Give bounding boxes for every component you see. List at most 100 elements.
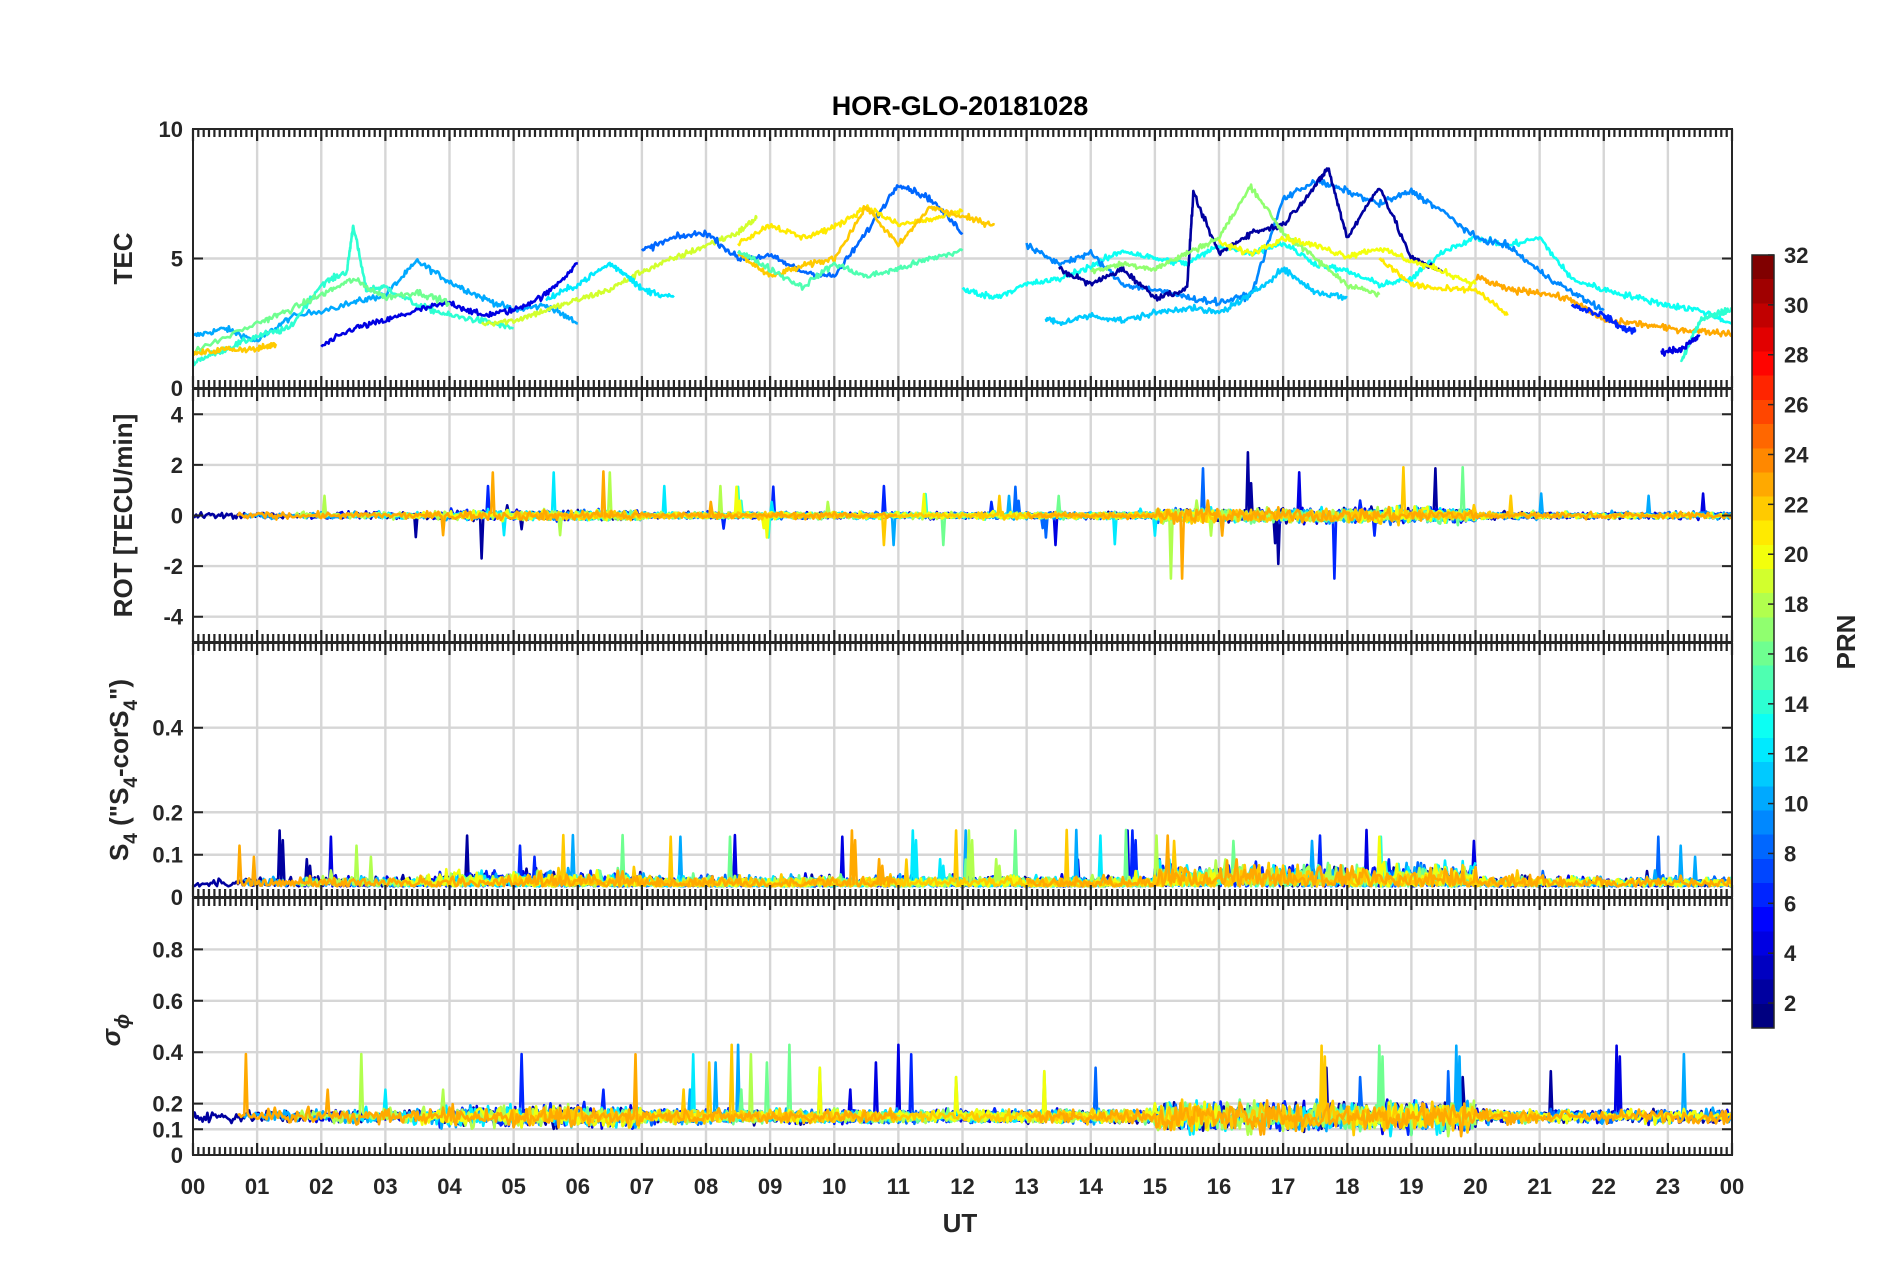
sigma-y-axis-title: σϕ — [96, 1014, 134, 1046]
tec-series-prn-4 — [320, 262, 579, 348]
y-tick-label: 0.2 — [152, 1092, 183, 1117]
x-tick-label: 03 — [373, 1174, 397, 1199]
panel-s4: 00.10.20.4S4 ("S4-corS4") — [104, 642, 1734, 910]
y-tick-label: 0.8 — [152, 937, 183, 962]
x-tick-label: 04 — [437, 1174, 462, 1199]
colorbar-label: PRN — [1831, 615, 1861, 670]
tec-series-prn-11 — [1044, 266, 1348, 327]
sigma-series-prn-20 — [1346, 1101, 1732, 1130]
x-minor-ticks — [191, 898, 1734, 1155]
panel-rot: -4 -2 0 2 4 ROT [TECU/min] — [108, 388, 1734, 643]
tec-series-prn-6 — [1570, 303, 1637, 335]
colorbar-tick-label: 24 — [1784, 442, 1809, 467]
x-tick-label: 15 — [1143, 1174, 1167, 1199]
colorbar-tick-label: 14 — [1784, 692, 1809, 717]
tec-series-prn-20 — [1217, 233, 1477, 288]
x-tick-label: 00 — [181, 1174, 205, 1199]
y-tick-label: 10 — [159, 117, 183, 142]
colorbar-tick-label: 8 — [1784, 841, 1796, 866]
s4-series-prn-23 — [236, 829, 898, 888]
tec-series-prn-22 — [737, 205, 996, 278]
colorbar-scale — [1751, 254, 1775, 1029]
y-ticks — [193, 413, 1732, 618]
panel-tec: 0 5 10 TEC — [108, 117, 1734, 401]
tec-y-axis-title: TEC — [108, 232, 138, 284]
y-ticks — [193, 948, 1732, 1156]
colorbar-tick-label: 16 — [1784, 642, 1808, 667]
tec-series-prn-15 — [736, 248, 964, 291]
s4-y-axis-title: S4 ("S4-corS4") — [104, 679, 142, 861]
tec-series-prn-21 — [737, 204, 964, 247]
x-tick-label: 14 — [1079, 1174, 1104, 1199]
x-tick-label: 19 — [1399, 1174, 1423, 1199]
tec-series-prn-2 — [1058, 167, 1445, 302]
y-tick-label: 0 — [171, 504, 183, 529]
y-tick-label: 4 — [171, 402, 184, 427]
y-axis-title-part: ("S — [104, 788, 134, 834]
x-tick-label: 08 — [694, 1174, 718, 1199]
colorbar-tick-label: 30 — [1784, 293, 1808, 318]
colorbar-tick-label: 4 — [1784, 941, 1797, 966]
x-minor-ticks — [191, 129, 1734, 388]
rot-series-prn-23 — [1025, 499, 1732, 580]
x-tick-labels: 00 01 02 03 04 05 06 07 08 09 10 11 12 13 14 15 16 17 18 19… — [181, 1174, 1744, 1199]
rot-series-prn-12 — [353, 471, 1477, 546]
x-tick-label: 01 — [245, 1174, 269, 1199]
x-tick-label: 20 — [1463, 1174, 1487, 1199]
y-axis-title-part: ") — [104, 679, 134, 700]
y-axis-title-subscript: 4 — [121, 777, 142, 788]
y-tick-label: 2 — [171, 453, 183, 478]
tec-series-prn-19 — [481, 214, 758, 327]
x-minor-ticks — [191, 643, 1734, 897]
tec-series-prn-13 — [961, 235, 1732, 325]
colorbar-tick-label: 12 — [1784, 742, 1808, 767]
x-tick-label: 13 — [1014, 1174, 1038, 1199]
colorbar-tick-label: 32 — [1784, 243, 1808, 268]
tec-series-prn-12 — [545, 261, 675, 302]
tec-series-prn-16 — [193, 277, 451, 355]
series-group — [193, 451, 1732, 580]
sigma-series-prn-23 — [237, 1052, 898, 1129]
colorbar-tick-label: 10 — [1784, 792, 1808, 817]
colorbar-tick-label: 18 — [1784, 592, 1808, 617]
y-tick-label: 0.6 — [152, 989, 183, 1014]
y-axis-title-subscript: ϕ — [112, 1014, 134, 1029]
y-tick-label: 0.1 — [152, 1117, 183, 1142]
tec-series-prn-21 — [1378, 257, 1509, 317]
x-axis-title: UT — [943, 1208, 978, 1238]
x-tick-label: 07 — [630, 1174, 654, 1199]
y-tick-label: -2 — [163, 554, 183, 579]
y-tick-label: 0.2 — [152, 800, 183, 825]
y-axis-title-part: S — [104, 844, 134, 861]
x-tick-label: 23 — [1656, 1174, 1680, 1199]
rot-series-prn-23 — [236, 470, 897, 537]
y-tick-label: 0.1 — [152, 843, 183, 868]
series-group — [193, 167, 1732, 367]
y-tick-label: -4 — [163, 605, 183, 630]
x-tick-label: 10 — [822, 1174, 846, 1199]
y-axis-title-part: -corS — [104, 711, 134, 777]
tec-series-prn-17 — [1090, 183, 1381, 298]
y-axis-title-part: σ — [96, 1027, 126, 1046]
rot-y-axis-title: ROT [TECU/min] — [108, 414, 138, 618]
y-tick-label: 0 — [171, 376, 183, 401]
tec-series-prn-14 — [193, 224, 514, 367]
x-minor-ticks — [191, 389, 1734, 642]
sigma-series-prn-23 — [1025, 1099, 1732, 1138]
x-tick-label: 06 — [566, 1174, 590, 1199]
x-tick-label: 21 — [1527, 1174, 1551, 1199]
y-tick-label: 5 — [171, 247, 183, 272]
x-tick-label: 18 — [1335, 1174, 1359, 1199]
x-tick-label: 09 — [758, 1174, 782, 1199]
x-tick-label: 02 — [309, 1174, 333, 1199]
tec-series-prn-4 — [1660, 334, 1701, 357]
x-tick-label: 22 — [1592, 1174, 1616, 1199]
x-tick-label: 00 — [1720, 1174, 1744, 1199]
panel-sigma: 00.10.2 0.4 0.6 0.8 σϕ — [96, 897, 1734, 1168]
y-tick-label: 0 — [171, 1143, 183, 1168]
colorbar-tick-label: 28 — [1784, 343, 1808, 368]
x-tick-label: 12 — [950, 1174, 974, 1199]
colorbar-tick-label: 2 — [1784, 991, 1796, 1016]
chart-title: HOR-GLO-20181028 — [832, 91, 1089, 121]
